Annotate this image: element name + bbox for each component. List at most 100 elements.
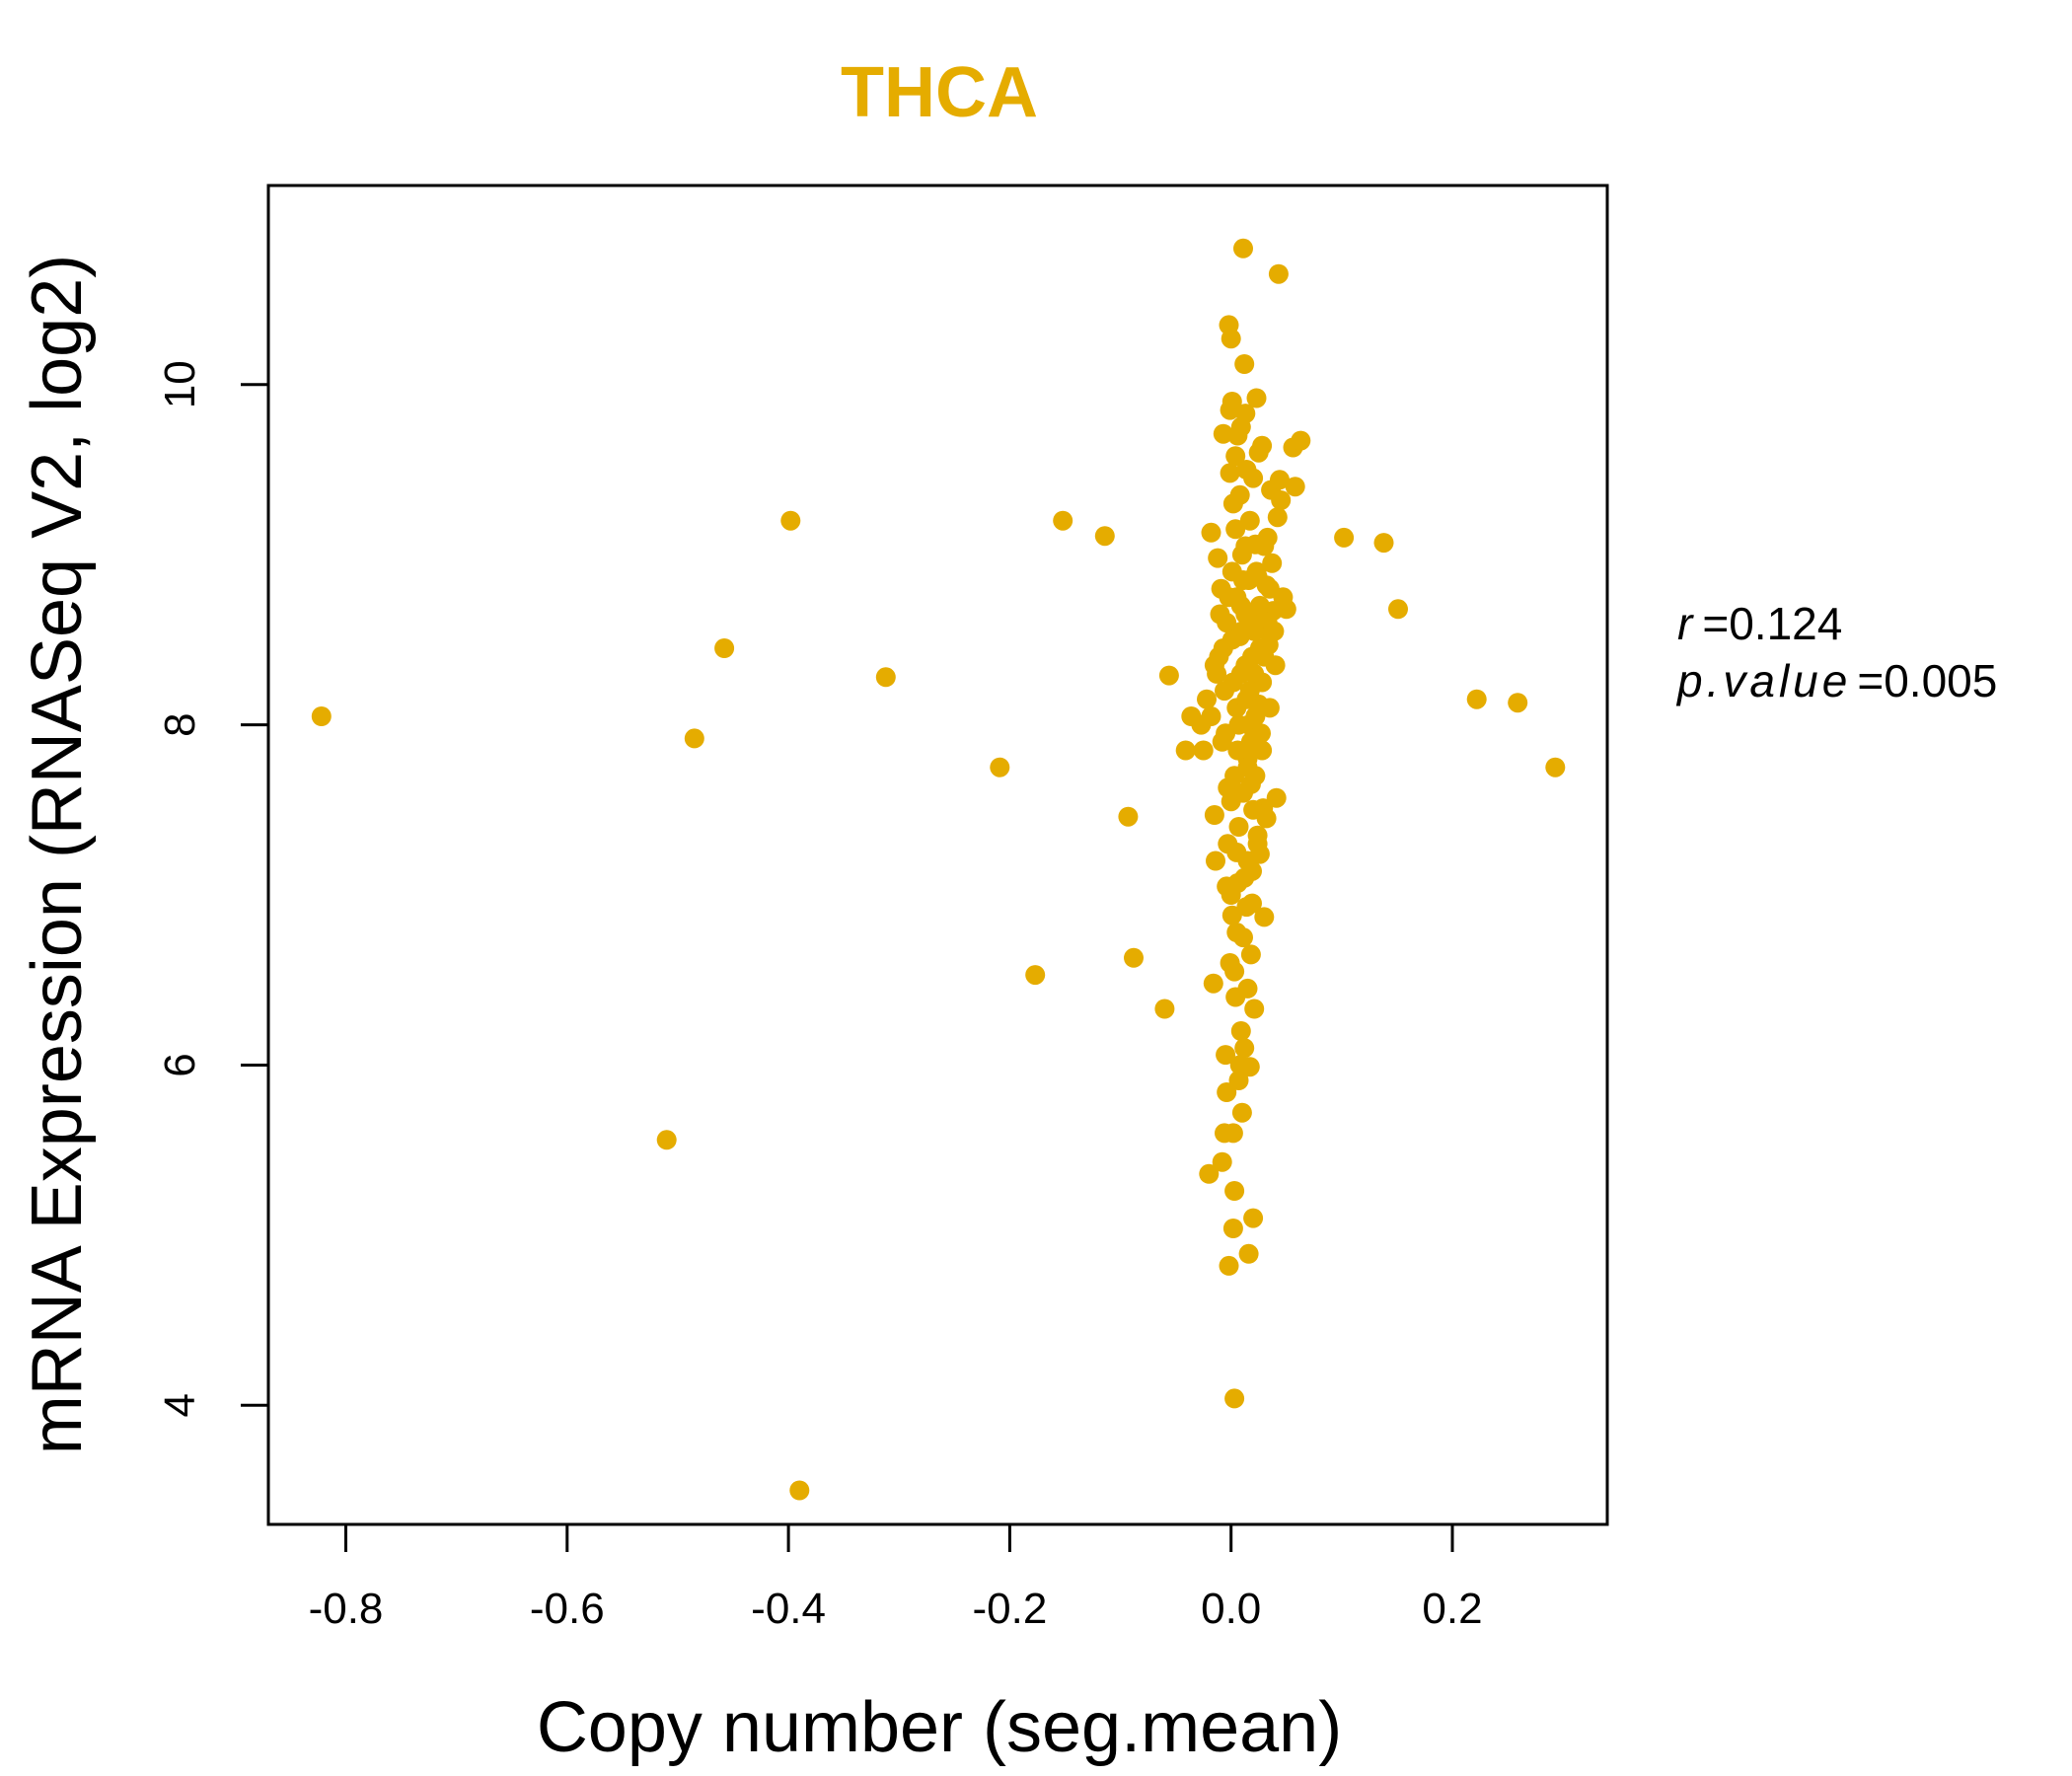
data-point-147 bbox=[1245, 706, 1266, 726]
data-point-18 bbox=[1193, 740, 1214, 761]
data-point-149 bbox=[1249, 595, 1270, 616]
data-point-139 bbox=[1227, 740, 1248, 761]
data-point-159 bbox=[1235, 536, 1256, 556]
r-equals: = bbox=[1702, 598, 1729, 649]
data-point-27 bbox=[1212, 1151, 1232, 1172]
y-tick-label: 6 bbox=[156, 1053, 204, 1076]
data-point-158 bbox=[1233, 927, 1253, 948]
data-point-31 bbox=[1217, 1082, 1237, 1102]
data-point-160 bbox=[1237, 978, 1258, 999]
data-point-48 bbox=[1230, 1021, 1251, 1041]
data-point-89 bbox=[1388, 599, 1408, 620]
data-point-91 bbox=[1508, 693, 1528, 713]
data-point-83 bbox=[1276, 599, 1296, 620]
y-axis: 4 6 8 10 bbox=[156, 360, 270, 1418]
data-point-126 bbox=[1248, 442, 1269, 463]
data-point-142 bbox=[1234, 867, 1255, 888]
y-tick-label: 4 bbox=[156, 1393, 204, 1417]
data-point-10 bbox=[1094, 526, 1115, 547]
data-point-169 bbox=[1228, 714, 1249, 735]
data-point-113 bbox=[1234, 1038, 1255, 1059]
data-point-176 bbox=[1264, 621, 1285, 641]
svg-text:r=0.124: r =0.124 bbox=[1677, 598, 1842, 649]
x-tick-label: 0.2 bbox=[1422, 1585, 1482, 1633]
data-point-157 bbox=[1230, 416, 1251, 437]
data-point-1 bbox=[656, 1130, 677, 1150]
data-point-87 bbox=[1334, 527, 1355, 548]
data-point-3 bbox=[714, 638, 735, 658]
data-point-153 bbox=[1217, 876, 1237, 897]
data-point-177 bbox=[1257, 527, 1278, 548]
data-point-175 bbox=[1262, 553, 1283, 573]
data-point-152 bbox=[1259, 698, 1280, 718]
data-point-172 bbox=[1242, 646, 1262, 667]
data-point-2 bbox=[684, 728, 704, 749]
y-tick-label: 8 bbox=[156, 712, 204, 736]
p-equals: = bbox=[1857, 655, 1884, 706]
data-point-80 bbox=[1270, 470, 1290, 490]
data-point-46 bbox=[1228, 1071, 1249, 1090]
p-label: p.value bbox=[1675, 655, 1851, 706]
data-point-11 bbox=[1118, 806, 1139, 827]
data-point-12 bbox=[1124, 947, 1144, 968]
y-axis-title: mRNA Expression (RNASeq V2, log2) bbox=[18, 255, 97, 1454]
data-point-108 bbox=[1228, 817, 1249, 837]
data-point-7 bbox=[990, 757, 1010, 777]
data-point-43 bbox=[1225, 446, 1246, 467]
data-point-55 bbox=[1238, 1243, 1259, 1264]
data-point-25 bbox=[1208, 548, 1228, 568]
data-point-170 bbox=[1233, 570, 1253, 590]
data-point-156 bbox=[1226, 842, 1247, 862]
data-point-118 bbox=[1239, 510, 1260, 531]
y-tick-label: 10 bbox=[156, 360, 204, 408]
x-tick-label: 0.0 bbox=[1201, 1585, 1261, 1633]
data-point-50 bbox=[1233, 238, 1253, 259]
data-point-51 bbox=[1234, 354, 1255, 374]
data-point-60 bbox=[1244, 999, 1265, 1019]
x-tick-label: -0.4 bbox=[751, 1585, 826, 1633]
data-point-81 bbox=[1271, 490, 1292, 510]
x-tick-label: -0.8 bbox=[309, 1585, 384, 1633]
data-point-163 bbox=[1221, 629, 1242, 650]
data-point-39 bbox=[1222, 1123, 1243, 1144]
data-point-5 bbox=[789, 1480, 810, 1501]
data-point-41 bbox=[1224, 1388, 1245, 1409]
data-points bbox=[311, 238, 1566, 1501]
data-point-165 bbox=[1230, 663, 1251, 684]
data-point-38 bbox=[1221, 905, 1242, 925]
data-point-19 bbox=[1197, 689, 1217, 709]
data-point-8 bbox=[1025, 965, 1046, 986]
data-point-173 bbox=[1204, 655, 1224, 676]
plot-frame bbox=[266, 184, 1609, 1526]
data-point-164 bbox=[1226, 587, 1247, 608]
data-point-174 bbox=[1201, 706, 1221, 726]
r-label: r bbox=[1677, 598, 1696, 649]
x-tick-label: -0.2 bbox=[972, 1585, 1047, 1633]
data-point-88 bbox=[1373, 533, 1394, 554]
data-point-28 bbox=[1213, 423, 1233, 444]
data-point-4 bbox=[780, 510, 801, 531]
data-point-21 bbox=[1201, 522, 1221, 543]
data-point-33 bbox=[1219, 1255, 1239, 1276]
data-point-15 bbox=[1175, 740, 1196, 761]
data-point-138 bbox=[1225, 519, 1246, 540]
data-point-128 bbox=[1251, 723, 1271, 744]
data-point-49 bbox=[1231, 1102, 1252, 1123]
data-point-78 bbox=[1267, 507, 1288, 528]
data-point-150 bbox=[1252, 740, 1273, 761]
data-point-168 bbox=[1244, 621, 1265, 641]
data-point-13 bbox=[1154, 999, 1175, 1019]
data-point-14 bbox=[1158, 665, 1179, 686]
data-point-20 bbox=[1199, 1163, 1220, 1184]
data-point-166 bbox=[1235, 604, 1256, 625]
data-point-86 bbox=[1291, 430, 1311, 451]
r-value: 0.124 bbox=[1729, 598, 1842, 649]
data-point-9 bbox=[1053, 510, 1073, 531]
data-point-167 bbox=[1239, 681, 1260, 702]
data-point-24 bbox=[1206, 851, 1225, 871]
data-point-154 bbox=[1220, 400, 1240, 420]
data-point-30 bbox=[1216, 1045, 1236, 1066]
p-value: 0.005 bbox=[1884, 655, 1997, 706]
x-axis-title: Copy number (seg.mean) bbox=[537, 1688, 1342, 1767]
